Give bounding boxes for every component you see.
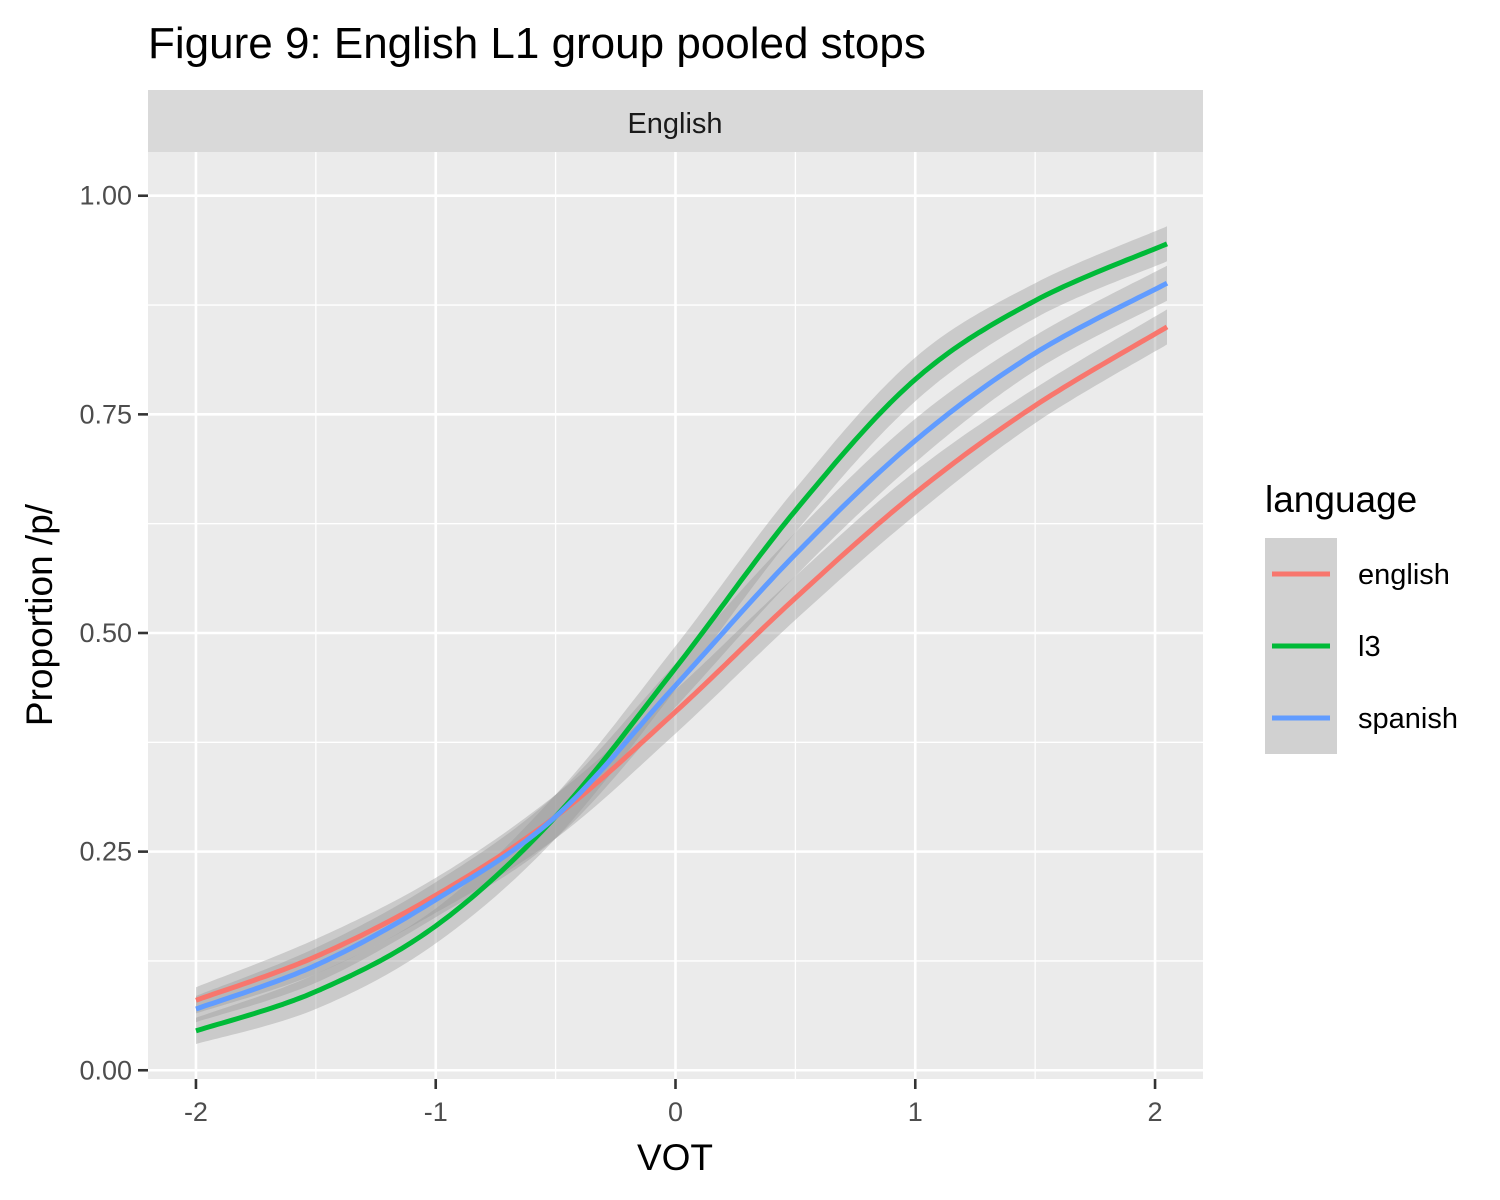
legend-label-l3: l3 xyxy=(1358,631,1381,663)
y-tick-label: 0.25 xyxy=(79,837,132,867)
series-lines xyxy=(195,241,1169,1034)
x-tick-label: 0 xyxy=(668,1097,683,1127)
chart-title: Figure 9: English L1 group pooled stops xyxy=(148,19,926,68)
legend-items: english l3 spanish xyxy=(1265,538,1458,754)
x-tick-label: -2 xyxy=(184,1097,208,1127)
x-tick-label: 2 xyxy=(1148,1097,1163,1127)
series-line-english xyxy=(195,324,1169,1003)
facet-strip xyxy=(148,90,1203,152)
facet-strip-label: English xyxy=(627,108,722,140)
y-tick-label: 1.00 xyxy=(79,181,132,211)
y-tick-label: 0.00 xyxy=(79,1055,132,1085)
legend-label-english: english xyxy=(1358,559,1450,591)
y-tick-label: 0.50 xyxy=(79,618,132,648)
x-axis: -2 -1 0 1 2 xyxy=(184,1079,1163,1127)
x-tick-label: -1 xyxy=(424,1097,448,1127)
x-axis-title: VOT xyxy=(637,1137,713,1178)
y-axis: 0.00 0.25 0.50 0.75 1.00 xyxy=(79,181,148,1085)
y-tick-label: 0.75 xyxy=(79,399,132,429)
confidence-band-spanish xyxy=(196,265,1167,1023)
legend: language english l3 spanish xyxy=(1265,479,1458,754)
series-line-l3 xyxy=(195,241,1169,1034)
major-gridlines xyxy=(148,152,1203,1079)
series-line-spanish xyxy=(195,280,1169,1012)
y-axis-title: Proportion /p/ xyxy=(19,503,60,726)
x-tick-label: 1 xyxy=(908,1097,923,1127)
legend-title: language xyxy=(1265,479,1417,520)
legend-label-spanish: spanish xyxy=(1358,703,1458,735)
